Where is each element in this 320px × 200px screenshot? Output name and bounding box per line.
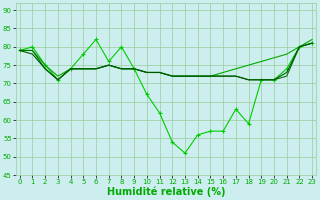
X-axis label: Humidité relative (%): Humidité relative (%) (107, 187, 225, 197)
